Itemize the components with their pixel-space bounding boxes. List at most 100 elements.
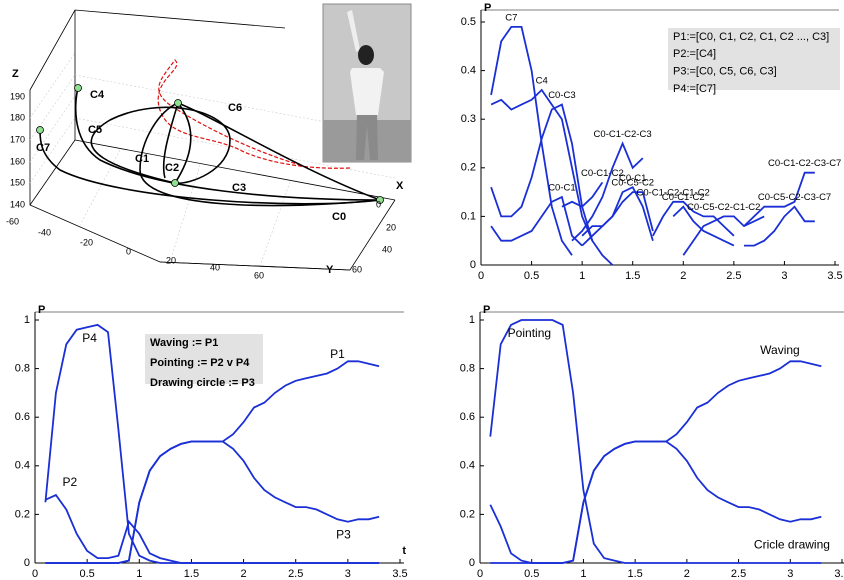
x-tick-label: 0.5 <box>524 270 539 282</box>
annotation: P2:=[C4] <box>673 48 716 60</box>
y-tick-label: 0.4 <box>15 460 30 472</box>
x-tick-label: 3.5 <box>827 270 842 282</box>
series-label: Pointing <box>508 326 551 340</box>
y-tick-label: 0.2 <box>460 508 475 520</box>
y-tick-label: 0.5 <box>461 16 476 28</box>
line <box>490 360 822 564</box>
line <box>561 181 604 208</box>
x-tick-label: 2.5 <box>288 568 303 580</box>
y-tick-label: 20 <box>166 255 176 265</box>
box-edge <box>29 139 76 206</box>
series-label: C0-C1-C2-C1-C2 <box>636 187 709 198</box>
node-dot <box>171 179 179 187</box>
y-tick-label: 0 <box>126 246 131 256</box>
series-label: C7 <box>505 12 517 23</box>
y-tick-label: 1 <box>24 314 30 326</box>
series-label: C0-C5-C2-C3-C7 <box>758 192 831 203</box>
line <box>45 493 380 564</box>
x-tick-label: 40 <box>382 244 392 254</box>
grid-line <box>29 117 76 184</box>
y-tick-label: 0.3 <box>461 113 476 125</box>
x-tick-label: 3 <box>781 270 787 282</box>
line <box>571 141 644 242</box>
photo-torso <box>350 68 384 115</box>
x-tick-label: 1 <box>579 270 585 282</box>
y-tick-label: -20 <box>80 237 93 247</box>
grid-line <box>169 164 201 263</box>
photo-head <box>358 45 374 65</box>
grid-line <box>259 181 291 267</box>
y-tick-label: 0.6 <box>15 411 30 423</box>
y-tick-label: 0 <box>469 557 475 569</box>
x-axis-label: X <box>396 180 404 192</box>
series-label: C0-C1-C2-C3 <box>594 129 652 140</box>
box-3d <box>29 9 396 271</box>
y-axis-label: Y <box>326 264 334 276</box>
y-axis-label: P <box>483 304 490 316</box>
x-tick-label: 3 <box>787 568 793 580</box>
x-tick-label: 1.5 <box>184 568 199 580</box>
y-tick-label: 0.4 <box>460 460 475 472</box>
z-tick-label: 140 <box>10 199 25 209</box>
node-dots <box>36 84 384 204</box>
y-tick-label: 0.8 <box>460 363 475 375</box>
photo <box>322 3 412 163</box>
x-tick-label: 1 <box>136 568 142 580</box>
x-tick-label: 0 <box>477 568 483 580</box>
chart: 0 0.1 0.2 0.3 0.4 0.5 0 0.5 1 1.5 2 2.5 3 3.5 P P1:=[C0… <box>461 2 843 282</box>
y-tick-label: -60 <box>6 216 19 226</box>
y-tick-label: 0.1 <box>461 210 476 222</box>
line <box>490 26 573 256</box>
hand-trajectory <box>157 59 351 169</box>
series-label: C0-C3 <box>548 90 575 101</box>
grid-line <box>29 95 76 163</box>
transitions <box>39 87 381 207</box>
y-axis-label: P <box>484 2 491 14</box>
node-dot <box>174 99 182 107</box>
x-tick-label: 2 <box>241 568 247 580</box>
y-tick-label: 0 <box>470 259 476 271</box>
transition <box>139 102 381 207</box>
node-label: C7 <box>36 142 50 154</box>
series-label: C0-C1 <box>619 173 646 184</box>
line <box>581 186 654 241</box>
series-label: C0-C5-C2 <box>611 178 654 189</box>
panel-3d: C4 C7 C5 C6 C1 C2 C3 C0 140 150 160 170 … <box>6 3 412 280</box>
photo-floor <box>323 120 411 162</box>
line <box>45 360 380 564</box>
x-tick-label: 0.5 <box>79 568 94 580</box>
transition <box>39 129 381 205</box>
line <box>489 319 822 564</box>
annotation: Drawing circle := P3 <box>150 377 255 389</box>
node-label: C5 <box>88 124 102 136</box>
series-label: P3 <box>336 527 351 541</box>
y-tick-label: 60 <box>254 270 264 280</box>
node-label: C2 <box>165 162 179 174</box>
y-tick-label: 1 <box>469 314 475 326</box>
x-tick-label: 0 <box>32 568 38 580</box>
transition <box>174 102 192 184</box>
transition <box>90 106 231 184</box>
z-tick-label: 180 <box>10 112 25 122</box>
grid-line <box>29 52 76 119</box>
transition <box>74 87 381 201</box>
line <box>581 191 654 247</box>
annotation-box <box>145 334 263 384</box>
z-axis-label: Z <box>12 68 19 80</box>
x-tick-label: 20 <box>386 222 396 232</box>
line <box>652 200 735 237</box>
box-edge <box>29 9 286 91</box>
series-label: Waving <box>760 343 800 357</box>
line <box>682 215 765 256</box>
y-tick-label: 0.2 <box>461 162 476 174</box>
x-tick-label: 0 <box>376 199 381 209</box>
line <box>44 323 380 564</box>
node-label: C0 <box>332 211 346 223</box>
trajectory <box>157 59 351 169</box>
z-tick-label: 170 <box>10 134 25 144</box>
line <box>45 440 380 564</box>
series-label: C0-C1-C2 <box>581 168 624 179</box>
chart: 0 0.2 0.4 0.6 0.8 1 0 0.5 1 1.5 2 2.5 3 3.5 Pt Waving :… <box>15 304 408 580</box>
x-tick-label: 1.5 <box>625 270 640 282</box>
line <box>744 205 815 247</box>
